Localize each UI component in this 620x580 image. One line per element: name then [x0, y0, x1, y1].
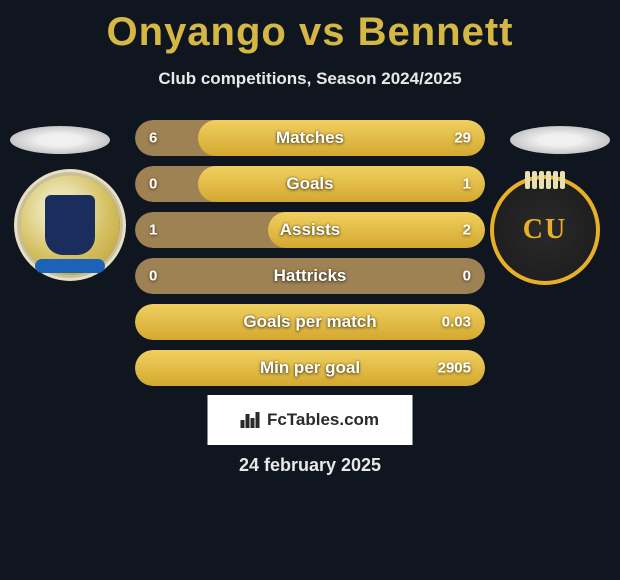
- stat-right-value: 2: [463, 222, 471, 239]
- stat-label: Assists: [280, 220, 340, 240]
- stat-right-value: 1: [463, 176, 471, 193]
- crest-right-text: CU: [523, 214, 567, 246]
- stat-right-value: 0: [463, 268, 471, 285]
- team-crest-left: [20, 175, 120, 275]
- stat-row-hattricks: 0 Hattricks 0: [135, 258, 485, 294]
- stat-row-goals-per-match: Goals per match 0.03: [135, 304, 485, 340]
- subtitle: Club competitions, Season 2024/2025: [0, 69, 620, 89]
- stat-right-value: 2905: [438, 360, 471, 377]
- stat-label: Goals per match: [243, 312, 376, 332]
- stat-left-value: 6: [149, 130, 157, 147]
- stat-right-value: 0.03: [442, 314, 471, 331]
- stat-row-goals: 0 Goals 1: [135, 166, 485, 202]
- stat-left-value: 1: [149, 222, 157, 239]
- bar-chart-icon: [241, 412, 261, 428]
- date-footer: 24 february 2025: [0, 455, 620, 476]
- stat-left-value: 0: [149, 268, 157, 285]
- watermark-text: FcTables.com: [267, 410, 379, 430]
- stat-row-min-per-goal: Min per goal 2905: [135, 350, 485, 386]
- stat-label: Goals: [286, 174, 333, 194]
- crest-stripes-icon: [525, 171, 565, 189]
- stat-label: Hattricks: [274, 266, 347, 286]
- stat-right-value: 29: [454, 130, 471, 147]
- stat-label: Min per goal: [260, 358, 360, 378]
- stat-row-assists: 1 Assists 2: [135, 212, 485, 248]
- crest-shield-icon: [45, 195, 95, 255]
- stat-row-matches: 6 Matches 29: [135, 120, 485, 156]
- page-title: Onyango vs Bennett: [0, 0, 620, 55]
- stat-left-value: 0: [149, 176, 157, 193]
- watermark: FcTables.com: [208, 395, 413, 445]
- right-spotlight: [510, 126, 610, 154]
- stat-fill: [198, 166, 485, 202]
- stats-container: 6 Matches 29 0 Goals 1 1 Assists 2 0 Hat…: [135, 120, 485, 396]
- stat-label: Matches: [276, 128, 344, 148]
- team-crest-right: CU: [490, 175, 600, 285]
- left-spotlight: [10, 126, 110, 154]
